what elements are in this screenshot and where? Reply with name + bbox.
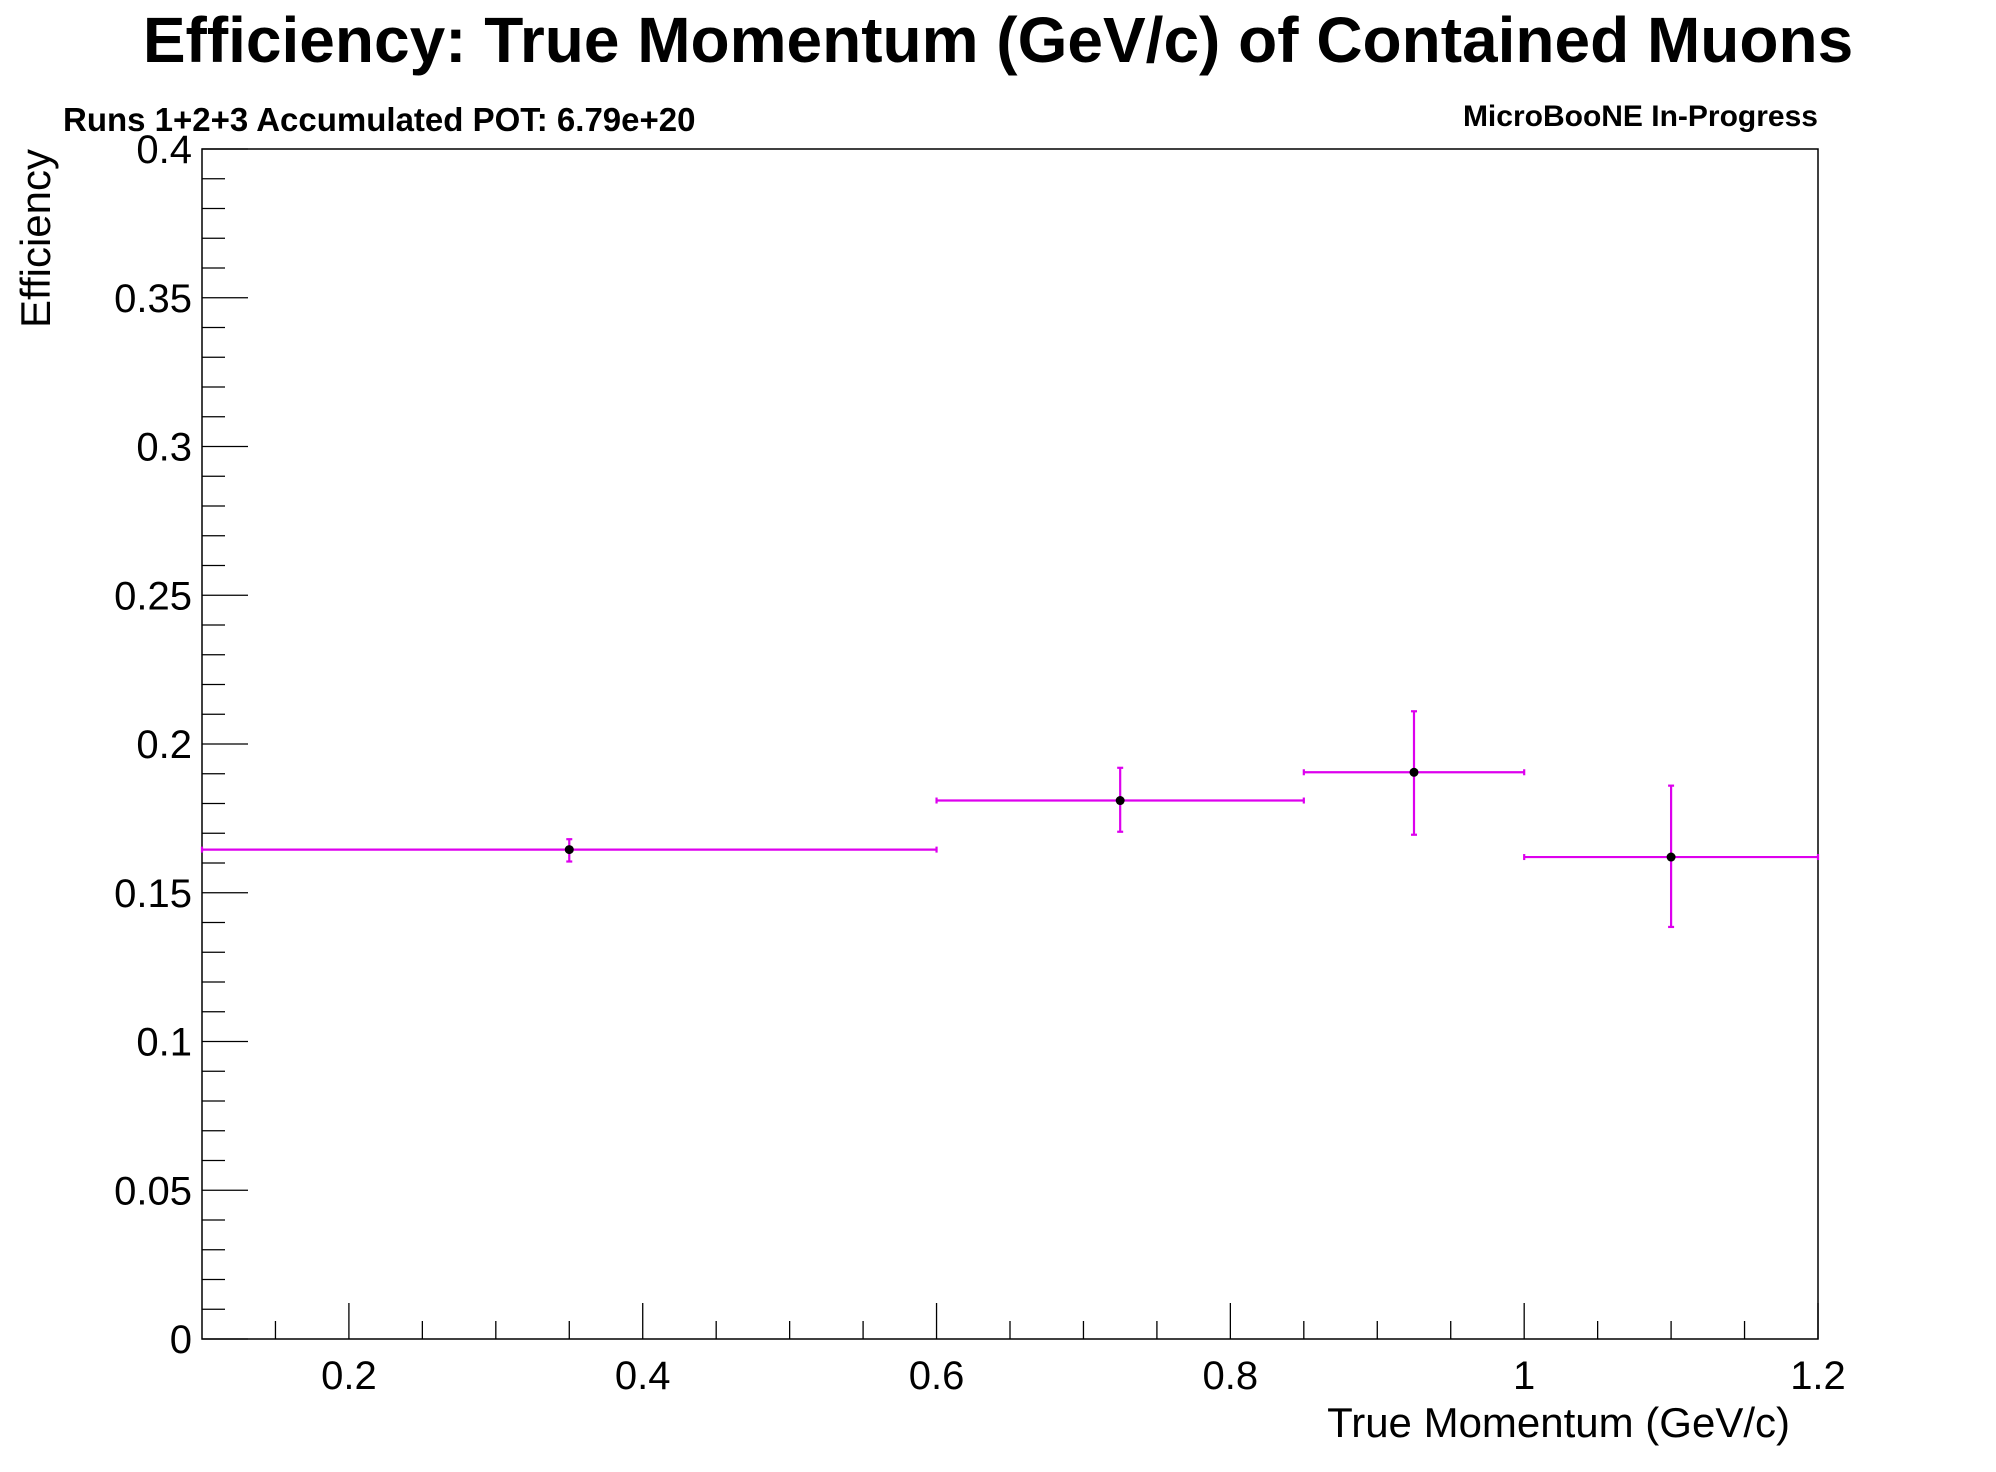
x-axis-label: True Momentum (GeV/c) (1327, 1399, 1790, 1446)
x-tick-label: 0.6 (909, 1354, 965, 1398)
y-tick-label: 0 (170, 1318, 192, 1362)
data-marker (564, 845, 574, 855)
plot-frame (201, 148, 1819, 1340)
x-tick-label: 0.8 (1203, 1354, 1259, 1398)
chart-title: Efficiency: True Momentum (GeV/c) of Con… (143, 4, 1853, 76)
y-tick-label: 0.25 (114, 574, 192, 618)
y-tick-label: 0.4 (136, 128, 192, 172)
data-point-1 (200, 838, 938, 863)
y-tick-label: 0.1 (136, 1021, 192, 1065)
y-tick-label: 0.2 (136, 723, 192, 767)
y-tick-label: 0.05 (114, 1169, 192, 1213)
y-axis-label: Efficiency (12, 149, 59, 328)
data-point-2 (935, 766, 1305, 833)
axis-ticks (202, 148, 1819, 1340)
data-marker (1666, 852, 1676, 862)
chart-subtitle: Runs 1+2+3 Accumulated POT: 6.79e+20 (63, 101, 696, 138)
axis-tick-labels: 0.2 0.4 0.6 0.8 1 1.2 0 0.05 0.1 0.15 0.2 0.25 0.3 0.… (114, 128, 1846, 1398)
x-tick-label: 0.2 (321, 1354, 377, 1398)
y-tick-label: 0.35 (114, 277, 192, 321)
data-marker (1115, 796, 1125, 806)
experiment-tag: MicroBooNE In-Progress (1463, 100, 1818, 133)
x-tick-label: 0.4 (615, 1354, 671, 1398)
y-tick-label: 0.15 (114, 872, 192, 916)
data-point-3 (1302, 710, 1526, 836)
data-markers (200, 710, 1820, 929)
data-marker (1409, 767, 1419, 777)
x-tick-label: 1.2 (1790, 1354, 1846, 1398)
data-point-4 (1523, 784, 1820, 929)
y-tick-label: 0.3 (136, 426, 192, 470)
x-tick-label: 1 (1513, 1354, 1535, 1398)
